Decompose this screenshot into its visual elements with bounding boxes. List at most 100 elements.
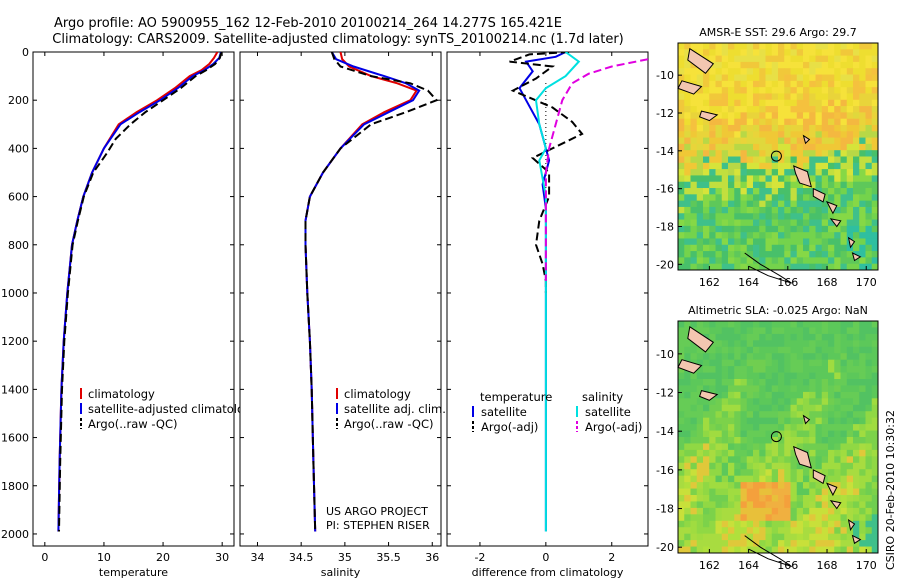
- map-cell: [840, 112, 848, 120]
- map-cell: [703, 225, 710, 233]
- map-cell: [815, 206, 823, 214]
- map-cell: [859, 346, 866, 354]
- map-cell: [684, 106, 691, 113]
- map-cell: [778, 346, 785, 354]
- map-cell: [696, 106, 704, 113]
- map-cell: [821, 200, 829, 208]
- map-cell: [740, 398, 748, 406]
- map-cell: [796, 540, 804, 547]
- map-cell: [678, 225, 685, 233]
- map-cell: [728, 206, 735, 214]
- map-cell: [709, 80, 716, 88]
- map-cell: [728, 366, 735, 373]
- map-cell: [859, 74, 866, 82]
- map-cell: [728, 346, 735, 354]
- map-cell: [771, 194, 779, 202]
- map-cell: [821, 213, 829, 220]
- map-cell: [759, 49, 766, 57]
- map-cell: [784, 43, 791, 50]
- map-cell: [703, 175, 710, 183]
- map-cell: [721, 379, 729, 386]
- map-cell: [721, 55, 729, 63]
- map-cell: [771, 437, 779, 444]
- map-cell: [871, 527, 879, 535]
- map-cell: [809, 80, 816, 88]
- map-cell: [778, 340, 785, 348]
- map-cell: [765, 488, 773, 496]
- map-cell: [815, 162, 823, 170]
- map-cell: [771, 404, 779, 412]
- y-tick-label: -16: [656, 464, 674, 477]
- map-cell: [765, 469, 773, 477]
- map-cell: [809, 443, 816, 451]
- map-cell: [746, 188, 754, 195]
- map-cell: [840, 175, 848, 183]
- map-cell: [753, 251, 760, 258]
- map-cell: [709, 93, 716, 101]
- map-cell: [796, 263, 804, 271]
- map-cell: [846, 112, 854, 120]
- map-cell: [815, 106, 823, 113]
- map-cell: [746, 469, 754, 477]
- map-cell: [834, 372, 841, 380]
- map-cell: [746, 482, 754, 489]
- map-cell: [834, 443, 841, 451]
- map-cell: [815, 55, 823, 63]
- map-cell: [834, 225, 841, 233]
- map-cell: [790, 206, 798, 214]
- map-cell: [678, 99, 685, 107]
- map-cell: [809, 106, 816, 113]
- map-cell: [815, 353, 823, 361]
- map-cell: [759, 150, 766, 157]
- map-cell: [709, 106, 716, 113]
- map-cell: [846, 213, 854, 220]
- map-cell: [865, 327, 873, 335]
- map-cell: [690, 150, 698, 157]
- map-cell: [865, 462, 873, 470]
- map-cell: [709, 385, 716, 393]
- map-cell: [865, 251, 873, 258]
- island-shape: [847, 519, 856, 532]
- map-cell: [840, 501, 848, 509]
- map-cell: [721, 533, 729, 541]
- map-cell: [803, 411, 810, 419]
- map-cell: [721, 449, 729, 457]
- map-cell: [765, 87, 773, 94]
- map-cell: [684, 507, 691, 515]
- map-cell: [834, 527, 841, 535]
- y-tick-label: -12: [656, 387, 674, 400]
- map-cell: [859, 188, 866, 195]
- map-cell: [865, 469, 873, 477]
- map-cell: [753, 507, 760, 515]
- map-cell: [815, 124, 823, 132]
- map-cell: [803, 225, 810, 233]
- map-cell: [809, 206, 816, 214]
- map-cell: [715, 225, 723, 233]
- map-cell: [771, 181, 779, 189]
- map-cell: [871, 169, 879, 176]
- map-cell: [846, 482, 854, 489]
- map-cell: [709, 449, 716, 457]
- map-cell: [840, 61, 848, 69]
- map-cell: [721, 238, 729, 246]
- map-cell: [728, 124, 735, 132]
- map-cell: [809, 359, 816, 367]
- map-cell: [859, 540, 866, 547]
- map-cell: [815, 340, 823, 348]
- map-cell: [721, 219, 729, 227]
- map-cell: [828, 507, 835, 515]
- map-cell: [865, 137, 873, 145]
- map-cell: [709, 462, 716, 470]
- map-cell: [840, 527, 848, 535]
- map-cell: [840, 169, 848, 176]
- map-cell: [709, 359, 716, 367]
- map-cell: [721, 74, 729, 82]
- map-cell: [809, 527, 816, 535]
- map-cell: [740, 225, 748, 233]
- map-cell: [815, 321, 823, 328]
- map-cell: [871, 424, 879, 431]
- map-cell: [853, 131, 860, 138]
- map-cell: [728, 175, 735, 183]
- map-cell: [778, 514, 785, 522]
